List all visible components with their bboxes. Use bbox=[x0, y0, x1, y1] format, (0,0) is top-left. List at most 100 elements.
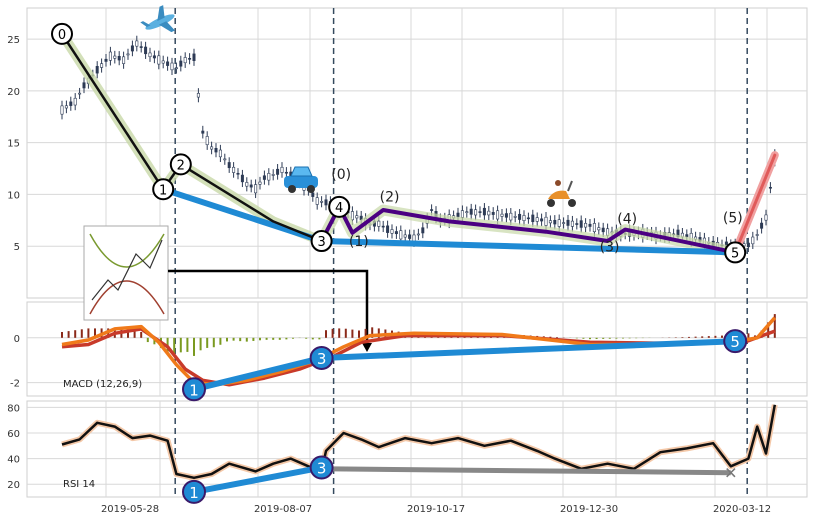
candle-body bbox=[210, 147, 212, 149]
candle-body bbox=[188, 58, 190, 59]
candle-body bbox=[61, 106, 63, 114]
candle-body bbox=[769, 187, 771, 188]
scooter-wheel bbox=[568, 199, 576, 207]
macd-histogram-bar bbox=[695, 337, 697, 338]
candle-body bbox=[536, 218, 538, 222]
candle-body bbox=[259, 182, 261, 184]
candle-body bbox=[474, 210, 476, 215]
candle-body bbox=[457, 213, 459, 217]
candle-body bbox=[527, 218, 529, 219]
macd-histogram-bar bbox=[147, 338, 149, 342]
wave-label-4: 4 bbox=[335, 201, 343, 216]
candle-body bbox=[382, 226, 384, 227]
candle-body bbox=[131, 46, 133, 51]
candle-body bbox=[571, 221, 573, 226]
wave-thumbnail-icon bbox=[84, 226, 168, 320]
macd-histogram-bar bbox=[134, 331, 136, 338]
macd-histogram-bar bbox=[747, 333, 749, 337]
candle-body bbox=[127, 54, 129, 55]
rsi-y-tick-label: 20 bbox=[7, 480, 20, 491]
candle-body bbox=[144, 47, 146, 54]
subwave-label: (1) bbox=[349, 234, 369, 250]
macd-histogram-bar bbox=[358, 330, 360, 337]
candle-body bbox=[501, 214, 503, 216]
rsi-end-marker: ✕ bbox=[724, 464, 737, 483]
candle-body bbox=[246, 182, 248, 186]
candle-body bbox=[545, 217, 547, 225]
candle-body bbox=[180, 61, 182, 66]
candle-body bbox=[316, 198, 318, 205]
candle-body bbox=[549, 221, 551, 223]
candle-body bbox=[219, 150, 221, 157]
candle-body bbox=[505, 214, 507, 218]
candle-body bbox=[153, 56, 155, 58]
x-tick-label: 2019-12-30 bbox=[560, 504, 618, 515]
macd-histogram-bar bbox=[233, 338, 235, 341]
macd-histogram-bar bbox=[186, 338, 188, 352]
macd-histogram-bar bbox=[576, 338, 578, 339]
macd-histogram-bar bbox=[259, 338, 261, 340]
candle-body bbox=[312, 193, 314, 197]
x-tick-label: 2019-08-07 bbox=[254, 504, 312, 515]
candle-body bbox=[232, 167, 234, 172]
subwave-label: (0) bbox=[331, 167, 351, 183]
rsi-y-tick-label: 40 bbox=[7, 455, 20, 466]
macd-y-tick-label: 0 bbox=[14, 334, 20, 345]
rsi-y-tick-label: 80 bbox=[7, 403, 20, 414]
candle-body bbox=[422, 228, 424, 233]
candle-body bbox=[171, 63, 173, 70]
candle-body bbox=[518, 214, 520, 219]
candle-body bbox=[483, 208, 485, 215]
candle-body bbox=[540, 219, 542, 221]
car-wheel bbox=[288, 185, 296, 193]
x-tick-label: 2019-05-28 bbox=[101, 504, 159, 515]
candle-body bbox=[254, 185, 256, 193]
candle-body bbox=[562, 223, 564, 224]
candle-body bbox=[140, 47, 142, 48]
candle-body bbox=[320, 201, 322, 202]
candle-body bbox=[237, 173, 239, 174]
candle-body bbox=[70, 102, 72, 106]
rsi-marker-label: 3 bbox=[317, 460, 327, 478]
macd-histogram-bar bbox=[213, 338, 215, 347]
price-y-tick-label: 5 bbox=[14, 242, 20, 253]
macd-histogram-bar bbox=[180, 338, 182, 353]
candle-body bbox=[325, 200, 327, 205]
candle-body bbox=[386, 226, 388, 233]
macd-histogram-bar bbox=[193, 338, 195, 356]
macd-annotation: MACD (12,26,9) bbox=[63, 379, 142, 390]
candle-body bbox=[510, 213, 512, 220]
candle-body bbox=[285, 172, 287, 173]
candle-body bbox=[760, 223, 762, 228]
candle-body bbox=[114, 56, 116, 58]
candle-body bbox=[206, 136, 208, 144]
candle-body bbox=[404, 235, 406, 237]
macd-histogram-bar bbox=[81, 329, 83, 338]
wave-label-3: 3 bbox=[317, 235, 325, 250]
macd-marker-label: 3 bbox=[317, 350, 327, 368]
macd-marker-label: 5 bbox=[730, 333, 740, 351]
candle-body bbox=[532, 215, 534, 222]
rsi-y-tick-label: 60 bbox=[7, 429, 20, 440]
macd-histogram-bar bbox=[266, 338, 268, 340]
macd-histogram-bar bbox=[252, 338, 254, 341]
candle-body bbox=[263, 176, 265, 180]
wave-label-5: 5 bbox=[731, 246, 739, 261]
macd-y-tick-label: -2 bbox=[10, 379, 20, 390]
macd-histogram-bar bbox=[721, 336, 723, 338]
macd-histogram-bar bbox=[701, 336, 703, 337]
candle-body bbox=[83, 83, 85, 88]
price-y-tick-label: 25 bbox=[7, 35, 20, 46]
candle-body bbox=[276, 169, 278, 174]
scooter-wheel bbox=[547, 199, 555, 207]
candle-body bbox=[479, 212, 481, 213]
candle-body bbox=[356, 216, 358, 218]
candle-body bbox=[351, 212, 353, 220]
macd-histogram-bar bbox=[332, 329, 334, 338]
candle-body bbox=[466, 212, 468, 213]
candle-body bbox=[567, 220, 569, 225]
macd-histogram-bar bbox=[556, 337, 558, 338]
macd-histogram-bar bbox=[219, 338, 221, 345]
candle-body bbox=[74, 98, 76, 105]
